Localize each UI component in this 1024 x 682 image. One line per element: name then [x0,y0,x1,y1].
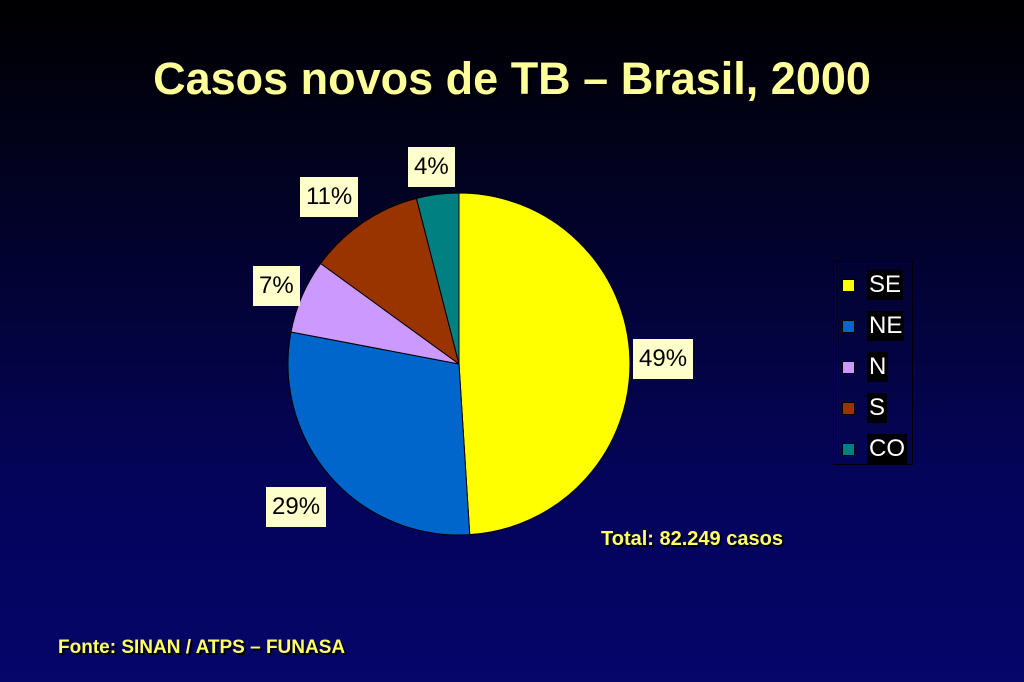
data-label-n: 7% [253,266,300,306]
data-label-s: 11% [300,177,359,217]
legend-item-n: N [842,352,889,382]
pie-slice-ne [287,331,471,536]
slide-title: Casos novos de TB – Brasil, 2000 [153,53,871,104]
legend-swatch-se [842,278,855,292]
pie-slice-co [415,192,460,365]
legend-label-se: SE [867,270,904,300]
legend-item-se: SE [842,270,904,300]
chart-legend: SE NE N S CO [833,261,913,465]
legend-item-s: S [842,393,888,423]
legend-label-ne: NE [867,311,905,341]
data-label-co: 4% [408,147,455,187]
legend-label-s: S [867,393,888,423]
total-cases: Total: 82.249 casos [601,528,783,550]
legend-swatch-n [842,360,855,374]
legend-swatch-s [842,401,855,415]
legend-item-ne: NE [842,311,905,341]
pie-slice-s [319,197,460,366]
data-label-se: 49% [633,339,694,379]
legend-swatch-ne [842,319,855,333]
legend-label-co: CO [867,434,907,464]
pie-slice-se [458,192,631,536]
legend-item-co: CO [842,434,907,464]
data-label-ne: 29% [266,487,327,527]
legend-label-n: N [867,352,889,382]
legend-swatch-co [842,442,855,456]
source-note: Fonte: SINAN / ATPS – FUNASA [58,637,346,658]
